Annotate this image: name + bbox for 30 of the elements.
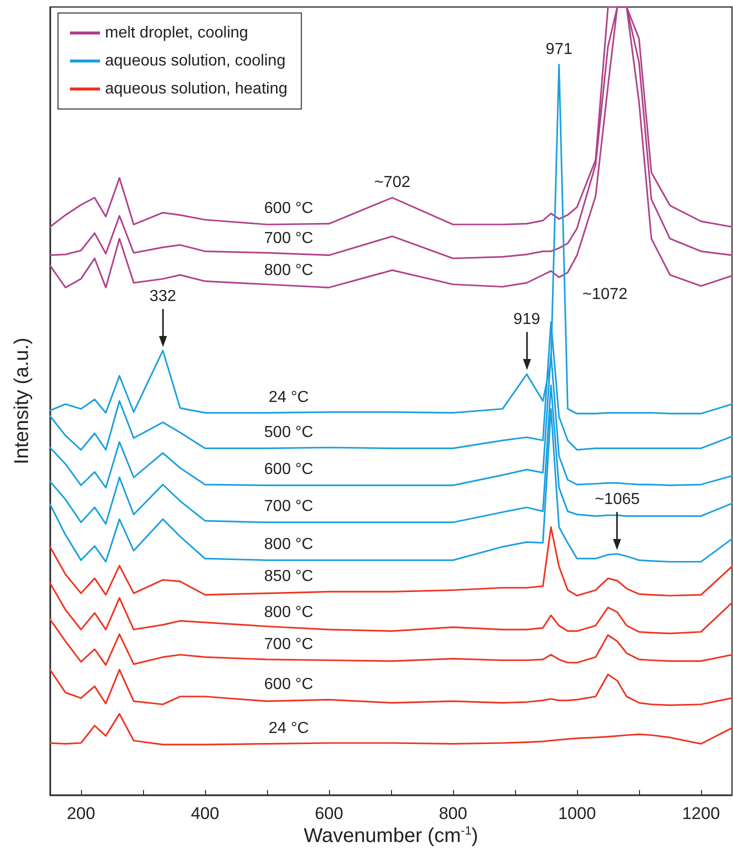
x-tick-label: 1200 <box>682 804 720 823</box>
legend-label: melt droplet, cooling <box>105 24 248 42</box>
annotation: 800 °C <box>264 604 314 621</box>
annotation: 24 °C <box>268 388 309 406</box>
annotation: ~1065 <box>594 490 640 508</box>
annotation: 600 °C <box>264 200 314 218</box>
annotation: 700 °C <box>264 230 314 248</box>
x-axis-title: Wavenumber (cm$^{-1}$) <box>304 822 478 849</box>
annotation: 24 °C <box>268 720 309 737</box>
annotation: 700 °C <box>264 498 314 516</box>
annotation: 700 °C <box>264 636 314 654</box>
annotation: 800 °C <box>264 262 314 279</box>
annotation: 500 °C <box>264 424 314 442</box>
y-axis-title: Intensity (a.u.) <box>10 338 34 464</box>
annotation: ~1072 <box>582 286 628 303</box>
annotation: 800 °C <box>264 536 314 554</box>
annotation: 332 <box>149 288 176 305</box>
annotation: 850 °C <box>264 568 314 586</box>
annotation: 600 °C <box>264 676 314 694</box>
annotation: 971 <box>546 40 572 58</box>
legend-label: aqueous solution, cooling <box>105 52 286 70</box>
x-tick-label: 600 <box>314 804 344 823</box>
x-tick-label: 200 <box>66 804 96 823</box>
annotation: 600 °C <box>264 461 314 478</box>
x-tick-label: 1000 <box>558 804 596 823</box>
annotation: ~702 <box>374 174 410 191</box>
legend-label: aqueous solution, heating <box>105 80 288 98</box>
x-tick-label: 800 <box>438 804 468 823</box>
x-tick-label: 400 <box>190 804 220 823</box>
annotation: 919 <box>513 311 540 328</box>
